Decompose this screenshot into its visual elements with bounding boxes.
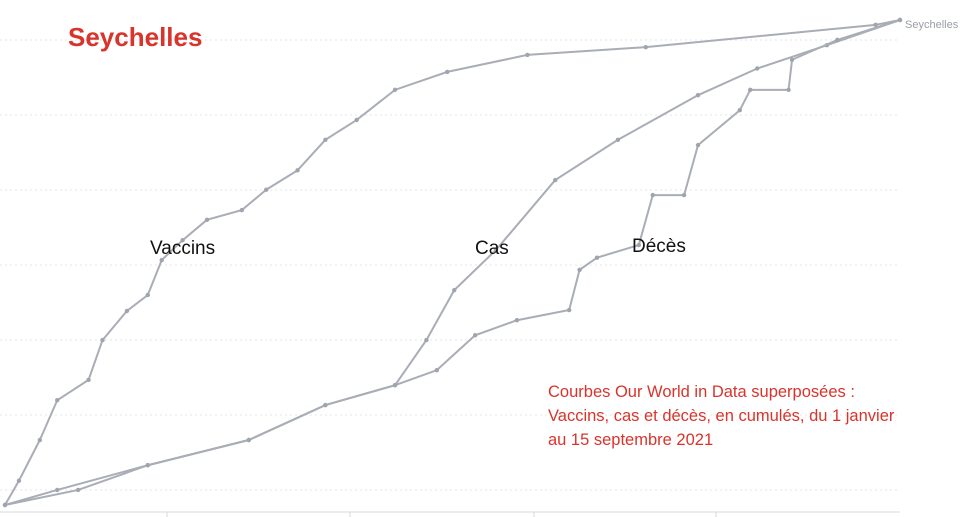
data-point xyxy=(695,142,701,148)
data-point xyxy=(55,398,60,403)
data-point xyxy=(55,487,60,493)
data-point xyxy=(636,242,642,248)
data-point xyxy=(755,66,760,71)
data-point xyxy=(204,217,210,223)
data-point xyxy=(100,337,105,343)
series-label-vaccins: Vaccins xyxy=(150,238,216,259)
data-point xyxy=(594,255,600,260)
series-line-0 xyxy=(4,19,901,506)
data-point xyxy=(145,463,150,468)
data-point xyxy=(246,437,251,443)
data-point xyxy=(472,333,478,338)
series-label-cas: Cas xyxy=(475,238,509,259)
chart-title: Seychelles xyxy=(68,22,203,52)
data-point xyxy=(86,377,91,383)
data-point xyxy=(124,308,130,314)
data-point xyxy=(643,44,648,50)
data-point xyxy=(514,318,520,323)
data-point xyxy=(159,257,164,263)
data-point xyxy=(323,402,328,408)
data-point xyxy=(445,69,450,75)
data-point xyxy=(2,502,8,508)
data-point xyxy=(239,207,245,213)
data-point xyxy=(525,52,530,58)
annotation-line: Vaccins, cas et décès, en cumulés, du 1 … xyxy=(548,407,895,425)
data-point xyxy=(577,267,582,272)
data-point xyxy=(16,478,22,483)
data-point xyxy=(295,168,300,173)
data-point xyxy=(354,117,359,123)
data-point xyxy=(695,92,701,98)
data-point xyxy=(145,292,150,298)
series-label-deces: Décès xyxy=(632,236,686,257)
data-point xyxy=(553,177,558,183)
data-point xyxy=(37,437,43,443)
data-point xyxy=(323,137,328,142)
data-point xyxy=(392,87,398,93)
data-point xyxy=(75,487,81,493)
data-point xyxy=(786,87,791,93)
end-label: Seychelles xyxy=(905,19,959,31)
annotation-line: Courbes Our World in Data superposées : xyxy=(548,383,855,401)
data-point xyxy=(392,383,398,388)
data-point xyxy=(615,137,621,142)
annotation: Courbes Our World in Data superposées : … xyxy=(548,380,894,452)
series-line-2 xyxy=(4,19,901,506)
data-point xyxy=(789,57,795,62)
data-point xyxy=(424,337,429,343)
annotation-line: au 15 septembre 2021 xyxy=(548,431,714,449)
data-point xyxy=(493,247,499,253)
data-point xyxy=(681,192,687,198)
data-point xyxy=(452,287,457,293)
data-point xyxy=(434,367,440,373)
data-point xyxy=(180,237,185,243)
data-point xyxy=(263,187,269,192)
data-point xyxy=(835,37,840,43)
data-point xyxy=(748,87,753,93)
data-point xyxy=(897,17,903,23)
data-point xyxy=(873,22,878,28)
data-point xyxy=(566,307,572,313)
data-point xyxy=(737,108,743,113)
data-point xyxy=(650,192,655,198)
